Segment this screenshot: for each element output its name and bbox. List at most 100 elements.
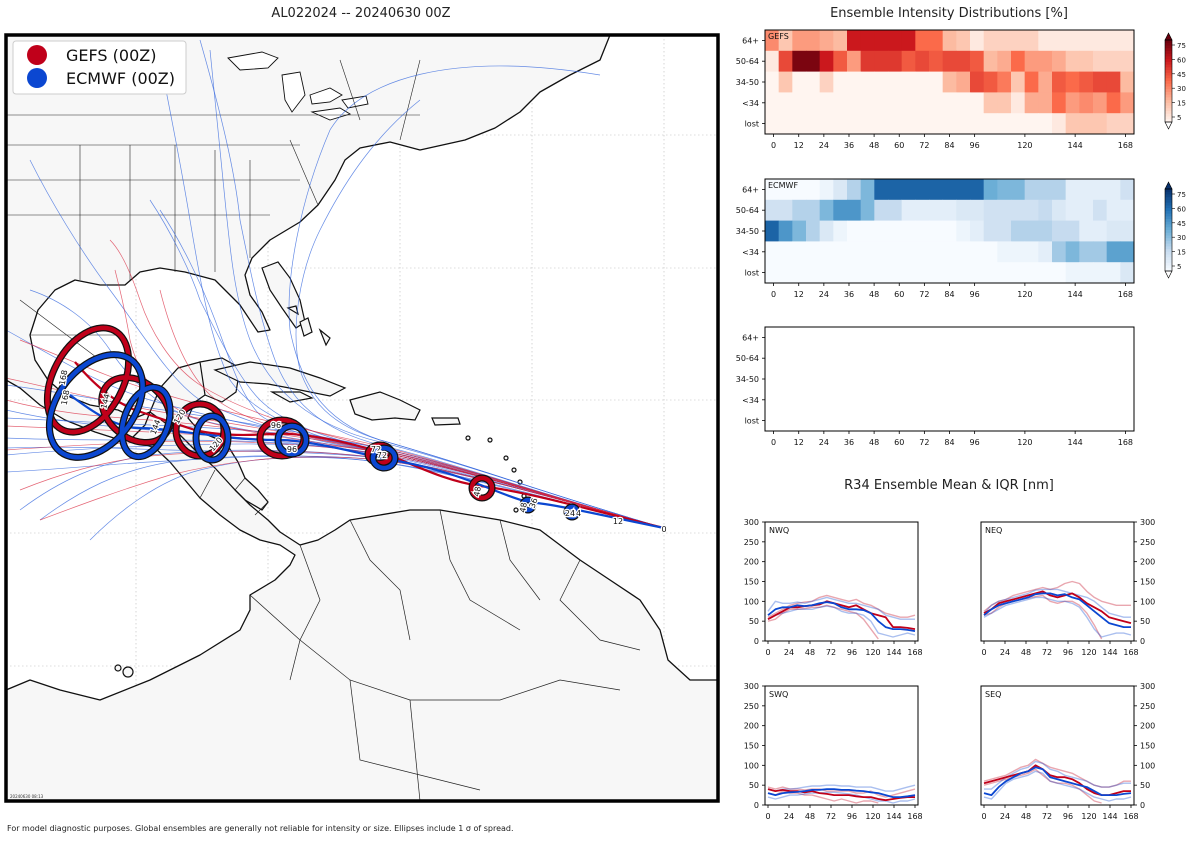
heatmap-x-label: 84 [944,438,954,447]
legend-gefs-marker [27,45,47,65]
heatmap-cell [901,50,916,72]
r34-x-label: 144 [886,648,901,657]
heatmap-cell [1093,199,1108,221]
r34-y-label: 150 [1140,742,1155,751]
heatmap-cell [847,113,862,135]
r34-x-label: 168 [1123,812,1138,821]
heatmap-cell [888,50,903,72]
colorbar-tick-label: 5 [1177,263,1181,271]
heatmap-cell [847,199,862,221]
r34-y-label: 300 [1140,682,1155,691]
r34-x-label: 96 [847,812,857,821]
heatmap-cell [765,113,780,135]
heatmap-x-label: 120 [1017,141,1032,150]
heatmap-cell [929,30,944,52]
heatmap-cell [983,241,998,263]
heatmap-x-label: 60 [894,141,904,150]
heatmap-cell [1120,241,1135,263]
heatmap-cell [956,262,971,284]
heatmap-cell [1120,50,1135,72]
colorbar-segment [1165,97,1172,101]
heatmap-x-label: 144 [1068,141,1083,150]
colorbar-tick-label: 30 [1177,85,1186,93]
heatmap-cell [1038,199,1053,221]
heatmap-cell [1079,30,1094,52]
intensity-title: Ensemble Intensity Distributions [%] [830,6,1068,21]
heatmap-cell [765,220,780,242]
heatmap-x-label: 84 [944,141,954,150]
heatmap-cell [901,220,916,242]
heatmap-cell [915,92,930,114]
heatmap-cell [956,30,971,52]
heatmap-cell [819,199,834,221]
heatmap-cell [942,179,957,201]
colorbar-segment [1165,119,1172,123]
heatmap-cell [819,71,834,93]
heatmap-background [765,327,1134,431]
heatmap-cell [819,179,834,201]
heatmap-cell [833,179,848,201]
heatmap-cell [1079,50,1094,72]
heatmap-cell [1065,179,1080,201]
heatmap-cell [1038,220,1053,242]
ecmwf-ellipse [47,352,145,460]
r34-x-label: 48 [805,648,815,657]
heatmap-cell [806,220,821,242]
r34-x-label: 24 [784,648,794,657]
legend-gefs-label: GEFS (00Z) [66,46,156,65]
heatmap-cell [929,113,944,135]
colorbar-tick-label: 15 [1177,100,1186,108]
heatmap-row-label: <34 [742,248,759,257]
heatmap-cell [901,199,916,221]
colorbar-segment [1165,260,1172,264]
heatmap-cell [1120,71,1135,93]
heatmap-cell [983,92,998,114]
r34-x-label: 72 [1042,648,1052,657]
heatmap-cell [874,241,889,263]
colorbar-segment [1165,94,1172,98]
r34-x-label: 24 [784,812,794,821]
colorbar-segment [1165,199,1172,204]
r34-x-label: 0 [981,648,986,657]
r34-x-label: 96 [1063,812,1073,821]
gefs-q1-line [983,768,1102,804]
heatmap-cell [806,30,821,52]
r34-x-label: 120 [865,812,880,821]
legend-box [12,40,187,95]
heatmap-cell [806,179,821,201]
colorbar-segment [1165,224,1172,228]
heatmap-cell [847,179,862,201]
r34-y-label: 300 [1140,518,1155,527]
colorbar-segment [1165,262,1172,266]
heatmap-cell [901,71,916,93]
heatmap-cell [970,199,985,221]
heatmap-x-label: 48 [869,290,879,299]
gefs-hour-label: 0 [661,525,666,534]
r34-y-label: 200 [744,558,759,567]
r34-y-label: 200 [1140,558,1155,567]
colorbar-segment [1165,235,1172,239]
r34-x-label: 0 [981,812,986,821]
colorbar-segment [1165,113,1172,117]
r34-title: R34 Ensemble Mean & IQR [nm] [844,478,1054,493]
heatmap-cell [1038,113,1053,135]
colorbar-segment [1165,67,1172,71]
heatmap-cell [1120,92,1135,114]
colorbar-segment [1165,42,1172,46]
heatmap-cell [874,92,889,114]
heatmap-cell [819,92,834,114]
heatmap-cell [1065,113,1080,135]
heatmap-row-label: 34-50 [736,375,759,384]
heatmap-cell [860,241,875,263]
heatmap-cell [888,220,903,242]
heatmap-x-label: 168 [1118,141,1133,150]
heatmap-x-label: 12 [794,438,804,447]
r34-y-label: 100 [744,761,759,770]
heatmap-cell [983,71,998,93]
colorbar-segment [1165,89,1172,93]
colorbar-tick-label: 45 [1177,71,1186,79]
heatmap-cell [929,92,944,114]
colorbar-segment [1165,210,1172,214]
